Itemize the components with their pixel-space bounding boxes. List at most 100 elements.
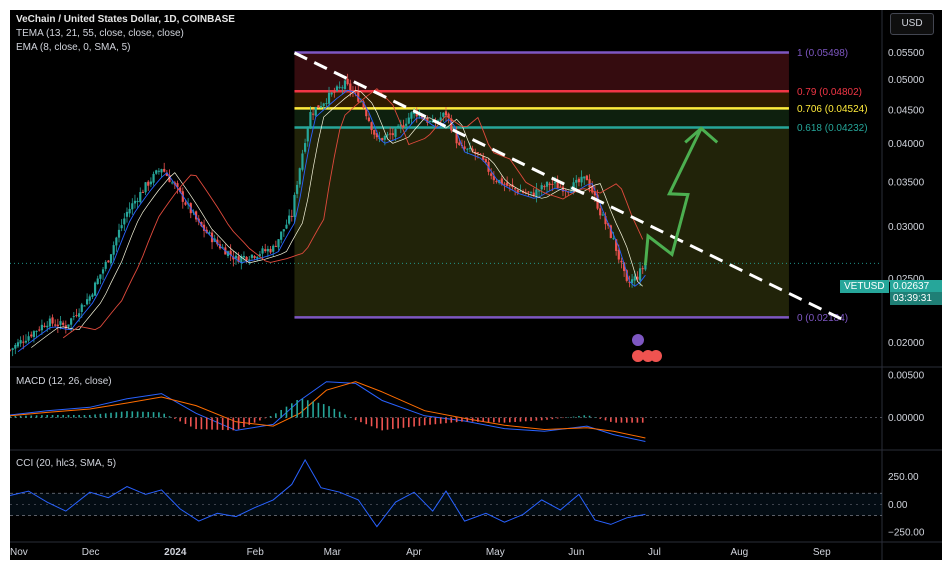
macd-histogram-bar bbox=[10, 416, 11, 418]
candle-body bbox=[375, 133, 378, 138]
candle-body bbox=[282, 229, 285, 232]
candle-body bbox=[125, 211, 129, 217]
macd-histogram-bar bbox=[205, 417, 208, 430]
macd-histogram-bar bbox=[73, 414, 75, 418]
macd-histogram-bar bbox=[434, 417, 437, 425]
candle-body bbox=[120, 225, 123, 229]
candle-body bbox=[200, 221, 203, 227]
macd-histogram-bar bbox=[599, 417, 601, 419]
flash-event-icon bbox=[632, 334, 644, 346]
macd-histogram-bar bbox=[120, 411, 123, 418]
macd-pane-label[interactable]: MACD (12, 26, close) bbox=[16, 376, 112, 387]
candle-body bbox=[101, 269, 105, 274]
candle-body bbox=[309, 111, 312, 129]
candle-body bbox=[556, 182, 559, 189]
candle-body bbox=[311, 113, 315, 115]
macd-histogram-bar bbox=[184, 417, 187, 424]
candle-body bbox=[115, 237, 118, 246]
chart-canvas[interactable]: 1 (0.05498) 0.79 (0.04802) 0.706 (0.04524)… bbox=[10, 10, 942, 560]
macd-histogram-bar bbox=[509, 417, 511, 423]
macd-histogram-bar bbox=[62, 414, 64, 418]
macd-histogram-bar bbox=[461, 417, 463, 422]
candle-body bbox=[428, 121, 432, 123]
cci-pane-label[interactable]: CCI (20, hlc3, SMA, 5) bbox=[16, 458, 117, 469]
macd-histogram-bar bbox=[248, 417, 251, 425]
candle-body bbox=[240, 256, 243, 263]
macd-histogram-bar bbox=[30, 415, 33, 418]
candle-body bbox=[131, 203, 134, 210]
macd-histogram-bar bbox=[386, 417, 389, 430]
macd-series-line bbox=[10, 381, 646, 442]
macd-histogram-bar bbox=[604, 417, 607, 421]
candle-body bbox=[285, 224, 288, 229]
tema-indicator-label[interactable]: TEMA (13, 21, 55, close, close, close) bbox=[16, 28, 184, 39]
candle-body bbox=[394, 129, 397, 137]
candle-body bbox=[591, 186, 594, 193]
macd-histogram-bar bbox=[413, 417, 415, 427]
candle-body bbox=[234, 255, 238, 259]
candle-body bbox=[333, 91, 336, 93]
macd-histogram-bar bbox=[35, 415, 38, 418]
ema-line bbox=[62, 88, 644, 339]
candle-body bbox=[468, 147, 472, 150]
macd-histogram-bar bbox=[376, 417, 378, 429]
macd-histogram-bar bbox=[280, 409, 282, 418]
candle-body bbox=[155, 170, 158, 174]
fib-zone bbox=[294, 91, 789, 109]
candle-body bbox=[253, 255, 256, 259]
macd-histogram-bar bbox=[147, 411, 150, 418]
price-axis-tick: 0.05000 bbox=[888, 75, 925, 86]
macd-histogram-bar bbox=[291, 403, 293, 418]
candle-body bbox=[381, 138, 384, 141]
macd-histogram-bar bbox=[328, 406, 330, 418]
candle-body bbox=[99, 274, 102, 279]
candle-body bbox=[306, 127, 309, 142]
macd-histogram-bar bbox=[365, 417, 368, 425]
macd-histogram-bar bbox=[78, 414, 80, 418]
candle-body bbox=[625, 270, 628, 281]
candle-body bbox=[386, 134, 389, 136]
candle-body bbox=[229, 250, 232, 255]
macd-histogram-bar bbox=[583, 415, 586, 418]
candle-body bbox=[160, 169, 163, 173]
dashed-trendline bbox=[293, 51, 846, 322]
cci-series-line bbox=[10, 458, 646, 528]
candle-body bbox=[59, 321, 62, 325]
candle-body bbox=[343, 80, 347, 90]
cci-axis-tick: 0.00 bbox=[888, 500, 908, 511]
candle-body bbox=[575, 179, 578, 183]
candle-body bbox=[383, 135, 386, 140]
candle-body bbox=[277, 239, 280, 248]
cci-axis-tick: −250.00 bbox=[888, 528, 925, 539]
cci-axis-tick: 250.00 bbox=[888, 472, 919, 483]
projection-arrowhead bbox=[684, 126, 719, 144]
macd-histogram-bar bbox=[14, 416, 17, 418]
candle-body bbox=[22, 341, 25, 343]
macd-histogram-bar bbox=[264, 417, 267, 419]
macd-histogram-bar bbox=[610, 417, 612, 422]
ema-indicator-label[interactable]: EMA (8, close, 0, SMA, 5) bbox=[16, 42, 131, 53]
macd-histogram-bar bbox=[381, 417, 383, 431]
candle-body bbox=[303, 143, 307, 152]
macd-histogram-bar bbox=[211, 417, 213, 430]
candle-body bbox=[298, 168, 301, 185]
macd-histogram-bar bbox=[301, 398, 304, 418]
macd-histogram-bar bbox=[344, 414, 346, 418]
candle-body bbox=[561, 186, 565, 192]
time-axis-tick: May bbox=[486, 547, 505, 558]
candle-body bbox=[628, 281, 631, 283]
currency-button[interactable]: USD bbox=[890, 13, 934, 35]
macd-histogram-bar bbox=[524, 417, 527, 422]
candle-body bbox=[362, 101, 365, 108]
candle-body bbox=[553, 182, 557, 184]
candle-body bbox=[540, 185, 543, 190]
candle-body bbox=[269, 248, 272, 253]
candle-body bbox=[338, 86, 341, 88]
macd-histogram-bar bbox=[477, 417, 479, 422]
fib-level-label: 0 (0.02184) bbox=[797, 313, 848, 324]
candle-body bbox=[327, 92, 331, 104]
candle-body bbox=[420, 115, 424, 119]
macd-histogram-bar bbox=[296, 399, 298, 418]
candle-body bbox=[397, 125, 400, 128]
candle-body bbox=[349, 83, 352, 91]
